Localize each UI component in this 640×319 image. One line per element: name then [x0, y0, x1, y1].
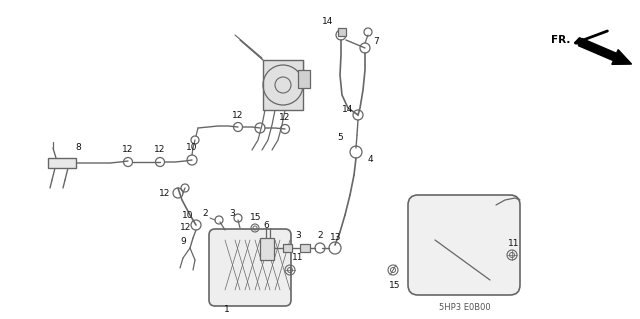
FancyBboxPatch shape — [408, 195, 520, 295]
Text: 12: 12 — [180, 224, 192, 233]
Text: FR.: FR. — [550, 35, 570, 45]
Text: 2: 2 — [202, 210, 208, 219]
Bar — [283, 244, 292, 252]
Bar — [263, 60, 303, 110]
Text: 14: 14 — [342, 106, 354, 115]
Bar — [338, 28, 346, 36]
Text: 11: 11 — [292, 254, 304, 263]
Text: 3: 3 — [295, 232, 301, 241]
FancyBboxPatch shape — [209, 229, 291, 306]
Text: 4: 4 — [367, 155, 373, 165]
Text: 1: 1 — [224, 306, 230, 315]
FancyArrow shape — [579, 38, 632, 64]
Text: 6: 6 — [263, 221, 269, 231]
Bar — [300, 244, 310, 252]
Text: 5HP3 E0B00: 5HP3 E0B00 — [439, 303, 491, 313]
Text: 13: 13 — [330, 234, 342, 242]
Text: 7: 7 — [373, 38, 379, 47]
Text: 12: 12 — [232, 110, 244, 120]
Text: 8: 8 — [75, 144, 81, 152]
Bar — [298, 70, 310, 88]
Text: 9: 9 — [180, 238, 186, 247]
Text: 15: 15 — [389, 280, 401, 290]
Bar — [48, 158, 76, 168]
Text: 12: 12 — [122, 145, 134, 154]
Bar — [260, 238, 274, 260]
Text: 10: 10 — [182, 211, 194, 220]
Text: 10: 10 — [186, 144, 198, 152]
Text: 11: 11 — [508, 239, 520, 248]
Text: 3: 3 — [229, 210, 235, 219]
Text: 12: 12 — [159, 189, 171, 197]
Text: 12: 12 — [279, 113, 291, 122]
Text: 12: 12 — [154, 145, 166, 154]
Text: 2: 2 — [317, 232, 323, 241]
Text: 14: 14 — [323, 18, 333, 26]
Text: 15: 15 — [250, 213, 262, 222]
Text: 5: 5 — [337, 133, 343, 143]
